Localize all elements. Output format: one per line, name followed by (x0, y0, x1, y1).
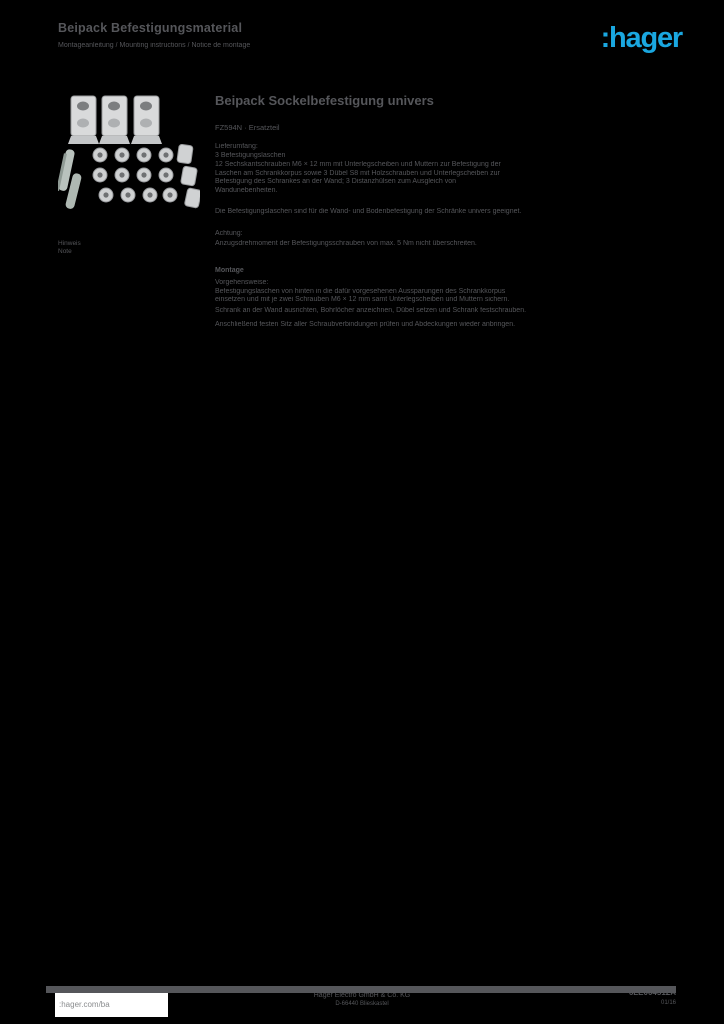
footer-doc-info: 6LE004512A 01/16 (560, 988, 676, 1008)
hager-ba-link-label[interactable]: :hager.com/ba (59, 1000, 110, 1009)
section1-heading: Lieferumfang: (215, 143, 258, 150)
page-subtitle: Montageanleitung / Mounting instructions… (58, 42, 251, 49)
section2-line: Anschließend festen Sitz aller Schraubve… (215, 321, 516, 328)
side-label-line1: Hinweis (58, 240, 81, 247)
spacer-sleeve-icon (176, 144, 202, 209)
section2-heading: Montage (215, 267, 244, 274)
footer-doc-ref: 6LE004512A (628, 988, 676, 997)
footer-company-line1: Hager Electro GmbH & Co. KG (313, 992, 411, 999)
section1-line: Befestigung des Schrankes an der Wand; 3… (215, 178, 456, 185)
footer-company: Hager Electro GmbH & Co. KG D-66440 Blie… (0, 992, 724, 1008)
side-label-line2: Note (58, 247, 72, 255)
section2-intro: Vorgehensweise: (215, 279, 269, 286)
page-title: Beipack Befestigungsmaterial (58, 21, 243, 35)
footer-doc-date: 01/16 (660, 1000, 676, 1006)
section1-line: 12 Sechskantschrauben M6 × 12 mm mit Unt… (215, 161, 501, 168)
product-reference: FZ594N · Ersatzteil (215, 123, 280, 132)
bracket-icon (99, 95, 130, 144)
product-photo (56, 87, 202, 212)
washer-hole-icon (97, 152, 173, 198)
note-heading: Achtung: (215, 230, 243, 237)
product-title: Beipack Sockelbefestigung univers (215, 93, 434, 108)
footer-divider-bar (46, 986, 676, 993)
section1-closing-line: Die Befestigungslaschen sind für die Wan… (215, 208, 522, 215)
section2-line: Schrank an der Wand ausrichten, Bohrlöch… (215, 307, 527, 314)
hager-logo: :hager (600, 22, 684, 54)
section1-line: Wandunebenheiten. (215, 186, 278, 194)
section2-line: Befestigungslaschen von hinten in die da… (215, 287, 506, 295)
bracket-icon (131, 95, 162, 144)
note-line: Anzugsdrehmoment der Befestigungsschraub… (215, 240, 477, 247)
fixing-kit-illustration (56, 95, 202, 209)
bracket-icon (68, 95, 99, 144)
side-label: Hinweis Note (58, 240, 92, 255)
wall-plug-icon (56, 149, 82, 209)
section1-line: Laschen am Schrankkorpus sowie 3 Dübel S… (215, 169, 500, 177)
hager-ba-link-box[interactable]: :hager.com/ba (55, 993, 168, 1017)
section2-line: einsetzen und mit je zwei Schrauben M6 ×… (215, 296, 510, 303)
footer-company-line2: D-66440 Blieskastel (335, 1001, 389, 1007)
section1-intro: 3 Befestigungslaschen (215, 152, 286, 159)
